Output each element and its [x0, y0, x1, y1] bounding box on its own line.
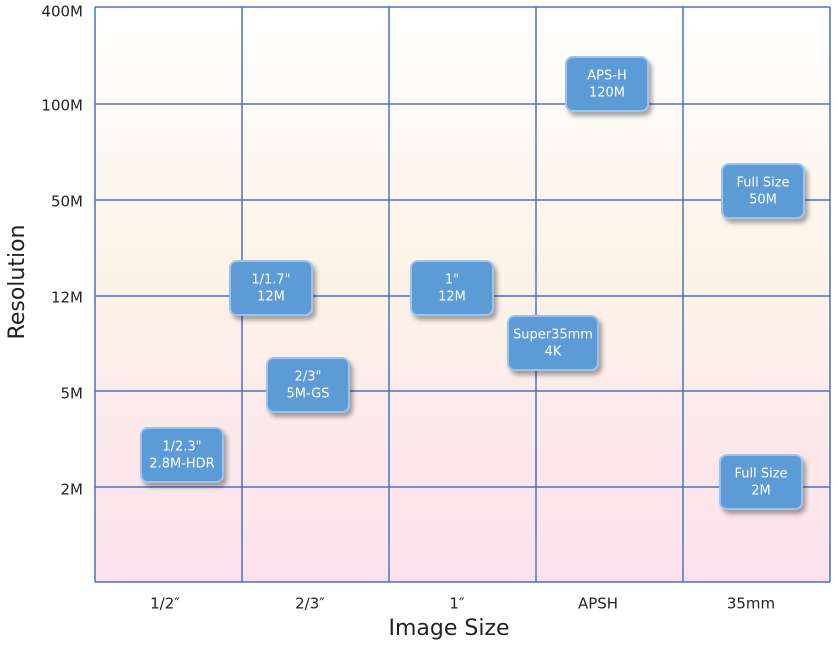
node-label: Full Size — [736, 176, 789, 191]
node-label: 12M — [257, 290, 285, 305]
node-label: 2/3" — [295, 370, 322, 385]
grid — [94, 6, 831, 583]
x-label: 1″ — [449, 595, 465, 613]
x-label: 1/2″ — [150, 595, 180, 613]
node-label: 12M — [438, 290, 466, 305]
node-label: 5M-GS — [287, 387, 330, 402]
node-label: 1/1.7" — [251, 273, 290, 288]
y-label: 50M — [51, 193, 83, 211]
node-label: 4K — [545, 345, 562, 360]
node: 1" 12M — [410, 260, 494, 316]
node-label: 1/2.3" — [162, 440, 201, 455]
y-label: 2M — [61, 481, 84, 499]
node-label: APS-H — [587, 69, 626, 84]
node-label: Full Size — [734, 467, 787, 482]
node: 1/1.7" 12M — [229, 260, 313, 316]
node: 1/2.3" 2.8M-HDR — [140, 427, 224, 483]
node-label: 120M — [589, 86, 625, 101]
x-label: 2/3″ — [295, 595, 325, 613]
node-label: 2.8M-HDR — [149, 457, 214, 472]
y-label: 400M — [41, 3, 83, 21]
y-label: 100M — [41, 97, 83, 115]
y-title: Resolution — [5, 225, 30, 340]
x-label: APSH — [578, 595, 618, 613]
node: APS-H 120M — [565, 56, 649, 112]
node-label: 2M — [751, 484, 771, 499]
node: Super35mm 4K — [507, 315, 599, 371]
node: Full Size 2M — [719, 454, 803, 510]
node-label: Super35mm — [513, 328, 593, 343]
node-label: 1" — [445, 273, 459, 288]
x-label: 35mm — [727, 595, 775, 613]
node-label: 50M — [749, 193, 777, 208]
node: 2/3" 5M-GS — [266, 357, 350, 413]
y-label: 5M — [61, 385, 84, 403]
node: Full Size 50M — [721, 163, 805, 219]
y-label: 12M — [51, 289, 83, 307]
x-title: Image Size — [388, 616, 509, 641]
